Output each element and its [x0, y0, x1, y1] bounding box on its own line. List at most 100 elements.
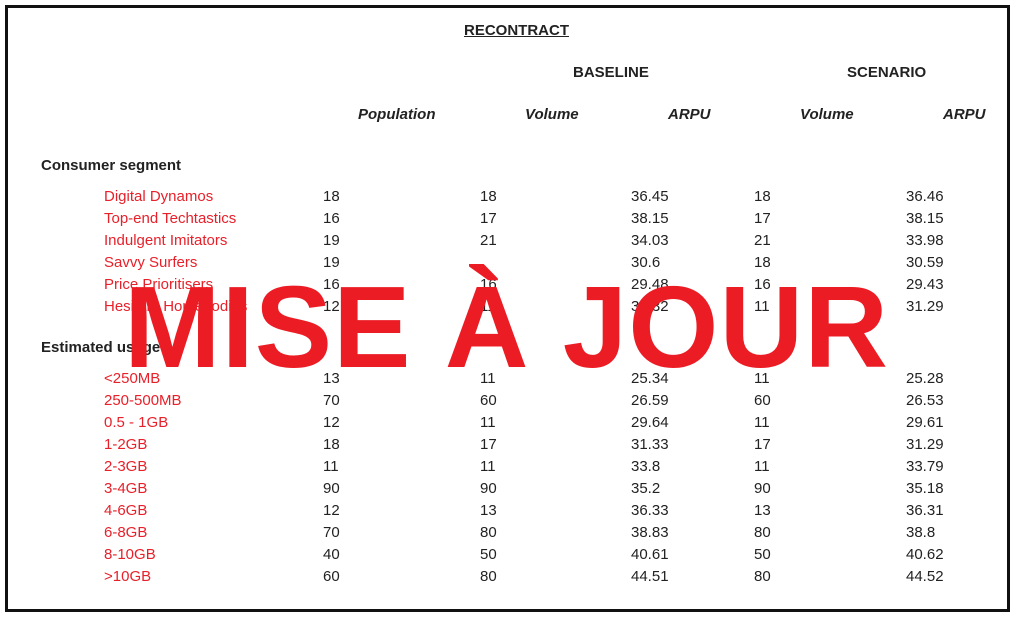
- baseline-volume-cell: 17: [480, 436, 497, 453]
- scenario-volume-cell: 18: [754, 254, 771, 271]
- row-label: 0.5 - 1GB: [104, 414, 169, 431]
- scenario-volume-cell: 17: [754, 210, 771, 227]
- table-row: 3-4GB 90 90 35.2 90 35.18: [0, 480, 1013, 502]
- baseline-volume-cell: 11: [480, 458, 496, 475]
- table-row: Hesitant Homebodies 12 11 31.32 11 31.29: [0, 298, 1013, 320]
- row-label: Top-end Techtastics: [104, 210, 237, 227]
- baseline-arpu-cell: 33.8: [631, 458, 661, 475]
- scenario-volume-cell: 16: [754, 276, 771, 293]
- scenario-arpu-cell: 40.62: [906, 546, 944, 563]
- baseline-arpu-cell: 35.2: [631, 480, 661, 497]
- scenario-volume-cell: 90: [754, 480, 771, 497]
- baseline-volume-cell: 11: [480, 298, 496, 315]
- scenario-volume-cell: 80: [754, 568, 771, 585]
- row-label: Indulgent Imitators: [104, 232, 228, 249]
- population-cell: 12: [323, 502, 340, 519]
- population-column-header: Population: [358, 106, 436, 123]
- row-label: 1-2GB: [104, 436, 148, 453]
- table-row: Digital Dynamos 18 18 36.45 18 36.46: [0, 188, 1013, 210]
- scenario-volume-cell: 21: [754, 232, 771, 249]
- row-label: 3-4GB: [104, 480, 148, 497]
- baseline-arpu-cell: 36.45: [631, 188, 669, 205]
- table-row: 0.5 - 1GB 12 11 29.64 11 29.61: [0, 414, 1013, 436]
- row-label: 6-8GB: [104, 524, 148, 541]
- population-cell: 16: [323, 276, 340, 293]
- scenario-arpu-cell: 31.29: [906, 436, 944, 453]
- row-label: 250-500MB: [104, 392, 182, 409]
- baseline-arpu-cell: 36.33: [631, 502, 669, 519]
- baseline-arpu-cell: 38.83: [631, 524, 669, 541]
- scenario-arpu-cell: 33.79: [906, 458, 944, 475]
- scenario-volume-cell: 11: [754, 370, 770, 387]
- population-cell: 16: [323, 210, 340, 227]
- scenario-volume-cell: 17: [754, 436, 771, 453]
- table-frame: [5, 5, 1010, 612]
- scenario-volume-cell: 11: [754, 458, 770, 475]
- scenario-arpu-cell: 26.53: [906, 392, 944, 409]
- baseline-volume-cell: 11: [480, 414, 496, 431]
- scenario-arpu-cell: 44.52: [906, 568, 944, 585]
- table-row: 8-10GB 40 50 40.61 50 40.62: [0, 546, 1013, 568]
- table-row: 4-6GB 12 13 36.33 13 36.31: [0, 502, 1013, 524]
- population-cell: 70: [323, 524, 340, 541]
- baseline-volume-cell: 11: [480, 370, 496, 387]
- population-cell: 90: [323, 480, 340, 497]
- baseline-volume-column-header: Volume: [525, 106, 579, 123]
- population-cell: 18: [323, 436, 340, 453]
- population-cell: 19: [323, 232, 340, 249]
- scenario-volume-cell: 13: [754, 502, 771, 519]
- row-label: Price Prioritisers: [104, 276, 214, 293]
- table-row: 1-2GB 18 17 31.33 17 31.29: [0, 436, 1013, 458]
- baseline-arpu-cell: 31.32: [631, 298, 669, 315]
- baseline-volume-cell: 17: [480, 210, 497, 227]
- baseline-arpu-cell: 34.03: [631, 232, 669, 249]
- baseline-arpu-cell: 31.33: [631, 436, 669, 453]
- scenario-arpu-cell: 38.8: [906, 524, 936, 541]
- scenario-volume-cell: 18: [754, 188, 771, 205]
- baseline-arpu-cell: 40.61: [631, 546, 669, 563]
- baseline-group-header: BASELINE: [573, 64, 649, 81]
- population-cell: 12: [323, 298, 340, 315]
- row-label: 8-10GB: [104, 546, 156, 563]
- baseline-volume-cell: 90: [480, 480, 497, 497]
- scenario-arpu-column-header: ARPU: [943, 106, 986, 123]
- row-label: Digital Dynamos: [104, 188, 214, 205]
- table-row: Price Prioritisers 16 16 29.48 16 29.43: [0, 276, 1013, 298]
- table-row: <250MB 13 11 25.34 11 25.28: [0, 370, 1013, 392]
- baseline-volume-cell: 13: [480, 502, 497, 519]
- baseline-volume-cell: 18: [480, 188, 497, 205]
- baseline-volume-cell: 50: [480, 546, 497, 563]
- scenario-volume-column-header: Volume: [800, 106, 854, 123]
- row-label: 4-6GB: [104, 502, 148, 519]
- scenario-arpu-cell: 36.31: [906, 502, 944, 519]
- population-cell: 19: [323, 254, 340, 271]
- scenario-volume-cell: 80: [754, 524, 771, 541]
- population-cell: 13: [323, 370, 340, 387]
- population-cell: 40: [323, 546, 340, 563]
- baseline-arpu-cell: 29.48: [631, 276, 669, 293]
- scenario-arpu-cell: 30.59: [906, 254, 944, 271]
- table-row: >10GB 60 80 44.51 80 44.52: [0, 568, 1013, 590]
- scenario-arpu-cell: 38.15: [906, 210, 944, 227]
- baseline-volume-cell: 80: [480, 568, 497, 585]
- baseline-arpu-cell: 30.6: [631, 254, 661, 271]
- baseline-arpu-cell: 38.15: [631, 210, 669, 227]
- baseline-arpu-column-header: ARPU: [668, 106, 711, 123]
- row-label: >10GB: [104, 568, 152, 585]
- row-label: Hesitant Homebodies: [104, 298, 248, 315]
- scenario-arpu-cell: 36.46: [906, 188, 944, 205]
- estimated-usage-header: Estimated usage: [41, 339, 161, 356]
- baseline-arpu-cell: 25.34: [631, 370, 669, 387]
- table-row: 250-500MB 70 60 26.59 60 26.53: [0, 392, 1013, 414]
- scenario-volume-cell: 50: [754, 546, 771, 563]
- scenario-arpu-cell: 35.18: [906, 480, 944, 497]
- table-row: Savvy Surfers 19 30.6 18 30.59: [0, 254, 1013, 276]
- baseline-volume-cell: 80: [480, 524, 497, 541]
- consumer-segment-header: Consumer segment: [41, 157, 182, 174]
- baseline-volume-cell: 16: [480, 276, 497, 293]
- baseline-arpu-cell: 26.59: [631, 392, 669, 409]
- table-row: 2-3GB 11 11 33.8 11 33.79: [0, 458, 1013, 480]
- population-cell: 18: [323, 188, 340, 205]
- table-row: Indulgent Imitators 19 21 34.03 21 33.98: [0, 232, 1013, 254]
- row-label: 2-3GB: [104, 458, 148, 475]
